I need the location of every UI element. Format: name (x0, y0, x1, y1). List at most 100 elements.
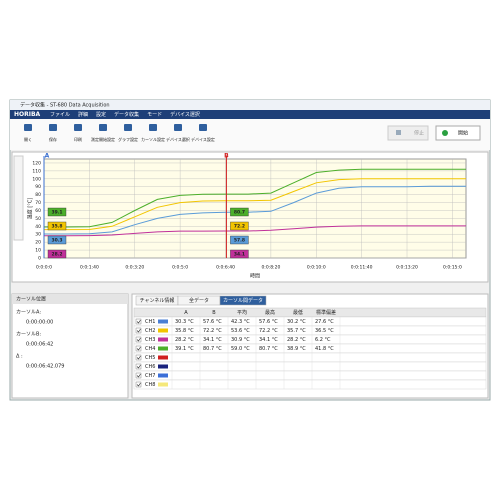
toolbar-label: カーソル設定 (141, 136, 165, 142)
channel-swatch (158, 319, 168, 324)
table-cell: 34.1 °C (203, 337, 222, 343)
checkbox[interactable] (135, 372, 142, 379)
table-cell: 72.2 °C (259, 328, 278, 334)
check-mark (136, 364, 141, 369)
x-tick-label: 0:0:13:20 (396, 265, 418, 271)
tab-label: チャンネル情報 (140, 297, 175, 304)
table-cell: 80.7 °C (203, 346, 222, 352)
x-tick-label: 0:0:6:40 (216, 265, 235, 271)
menu-item[interactable]: モード (147, 112, 162, 118)
cursor-panel (11, 293, 129, 399)
cursor-value-box (230, 207, 249, 217)
table-cell: 72.2 °C (203, 328, 222, 334)
table-cell: 30.9 °C (231, 337, 250, 343)
cursor-row-label: Δ : (16, 354, 23, 360)
column-header: 平均 (237, 309, 247, 316)
check-mark (136, 328, 141, 333)
checkbox[interactable] (135, 354, 142, 361)
x-tick-label: 0:0:15:0 (443, 265, 462, 271)
table-cell: 57.6 °C (203, 319, 222, 325)
checkbox[interactable] (135, 363, 142, 370)
series-line (44, 178, 466, 231)
channel-name: CH3 (145, 337, 155, 343)
toolbar-icon[interactable] (149, 124, 157, 131)
toolbar-icon[interactable] (99, 124, 107, 131)
channel-swatch (158, 355, 168, 360)
cursor-name: B (224, 153, 229, 160)
toolbar-icon[interactable] (24, 124, 32, 131)
check-mark (136, 337, 141, 342)
brand: HORIBA (14, 111, 41, 118)
y-axis-label: 温度 [°C] (27, 198, 34, 220)
toolbar-icon[interactable] (174, 124, 182, 131)
channel-swatch (158, 346, 168, 351)
menu-item[interactable]: 詳細 (78, 111, 88, 118)
checkbox[interactable] (135, 345, 142, 352)
x-tick-label: 0:0:0:0 (36, 265, 52, 271)
toolbar-label: 印刷 (74, 136, 82, 142)
cursor-value-box (230, 235, 249, 245)
menu-item[interactable]: データ収集 (114, 111, 139, 118)
cursor-value: 80.7 (234, 210, 245, 216)
checkbox[interactable] (135, 381, 142, 388)
toolbar-icon[interactable] (124, 124, 132, 131)
y-tick-label: 80 (35, 192, 41, 198)
menu-item[interactable]: 設定 (96, 111, 106, 118)
toolbar-icon[interactable] (49, 124, 57, 131)
cursor-value: 35.8 (51, 224, 62, 230)
cursor-row-value: 0:00:06:42 (26, 342, 53, 348)
y-tick-label: 110 (32, 168, 41, 174)
toolbar-label: 開く (24, 136, 32, 142)
column-header: 最高 (265, 309, 275, 316)
table-cell: 36.5 °C (315, 328, 334, 334)
column-header: 標準偏差 (316, 309, 336, 316)
tab-label: カーソル間データ (223, 297, 263, 304)
checkbox[interactable] (135, 318, 142, 325)
cursor-value-box (230, 221, 249, 231)
toolbar-label: グラフ設定 (118, 136, 138, 142)
checkbox[interactable] (135, 327, 142, 334)
cursor-value-box (230, 249, 249, 259)
table-cell: 30.2 °C (287, 319, 306, 325)
cursor-value: 72.2 (234, 224, 245, 230)
y-tick-label: 40 (35, 224, 41, 230)
x-tick-label: 0:0:5:0 (172, 265, 188, 271)
column-header: A (184, 310, 188, 316)
tab[interactable] (219, 295, 267, 306)
channel-name: CH6 (145, 364, 155, 370)
title-bar (10, 100, 490, 110)
series-line (44, 225, 466, 237)
channel-swatch (158, 328, 168, 333)
chart-tools (13, 155, 24, 241)
table-cell: 41.8 °C (315, 346, 334, 352)
check-mark (136, 346, 141, 351)
cursor-panel-title: カーソル位置 (16, 296, 46, 303)
menu-bar (10, 110, 490, 119)
stop-button[interactable] (387, 125, 429, 141)
y-tick-label: 70 (35, 200, 41, 206)
check-mark (136, 319, 141, 324)
start-button[interactable] (435, 125, 481, 141)
table-row (133, 370, 487, 381)
cursor-value: 39.1 (51, 210, 62, 216)
toolbar-label: デバイス選択 (166, 136, 190, 142)
menu-item[interactable]: ファイル (50, 112, 70, 118)
table-row (133, 361, 487, 372)
x-tick-label: 0:0:10:0 (307, 265, 326, 271)
y-tick-label: 50 (35, 216, 41, 222)
y-tick-label: 30 (35, 232, 41, 238)
start-icon (442, 130, 448, 136)
toolbar-icon[interactable] (74, 124, 82, 131)
stop-icon (396, 130, 401, 135)
table-cell: 39.1 °C (175, 346, 194, 352)
check-mark (136, 373, 141, 378)
menu-item[interactable]: デバイス選択 (170, 111, 200, 118)
checkbox[interactable] (135, 336, 142, 343)
column-header: B (212, 310, 216, 316)
table-cell: 6.2 °C (315, 337, 331, 343)
series-line (44, 168, 466, 228)
toolbar-icon[interactable] (199, 124, 207, 131)
channel-name: CH1 (145, 319, 155, 325)
table-cell: 59.0 °C (231, 346, 250, 352)
